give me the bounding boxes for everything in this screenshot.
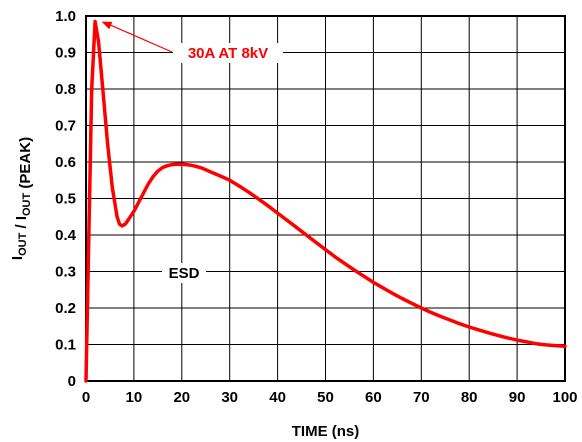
x-tick-label: 10 [126,389,143,406]
annotation-arrowhead [101,21,113,30]
x-axis-title: TIME (ns) [292,423,360,440]
x-tick-label: 20 [173,389,190,406]
annotation-leader-peak [109,24,173,53]
y-tick-label: 0.2 [55,300,76,317]
x-tick-label: 100 [552,389,577,406]
y-tick-label: 0.6 [55,154,76,171]
plot-frame [85,15,566,382]
y-tick-label: 1.0 [55,8,76,25]
series-line-esd [84,19,567,383]
annotation-peak-label: 30A AT 8kV [188,45,268,62]
annotation-bg [162,263,206,283]
x-tick-label: 60 [365,389,382,406]
x-tick-label: 80 [461,389,478,406]
y-tick-label: 0.4 [55,227,77,244]
x-tick-label: 30 [221,389,238,406]
y-tick-label: 0.7 [55,118,76,135]
y-tick-label: 0.3 [55,264,76,281]
x-tick-label: 50 [317,389,334,406]
x-tick-label: 70 [413,389,430,406]
x-tick-label: 0 [82,389,90,406]
y-axis-title: IOUT / IOUT (PEAK) [9,137,34,260]
annotation-bg [173,43,283,63]
y-tick-label: 0 [68,373,76,390]
y-tick-label: 0.5 [55,191,76,208]
annotation-esd-label: ESD [169,265,200,282]
y-tick-label: 0.1 [55,337,76,354]
x-tick-label: 90 [509,389,526,406]
y-tick-label: 0.9 [55,45,76,62]
x-tick-labels: 0 10 20 30 40 50 60 70 80 90 100 [82,389,578,406]
grid [85,15,566,382]
y-tick-label: 0.8 [55,81,76,98]
y-tick-labels: 0 0.1 0.2 0.3 0.4 0.5 0.6 0.7 0.8 0.9 1.0 [55,8,77,390]
x-tick-label: 40 [269,389,286,406]
